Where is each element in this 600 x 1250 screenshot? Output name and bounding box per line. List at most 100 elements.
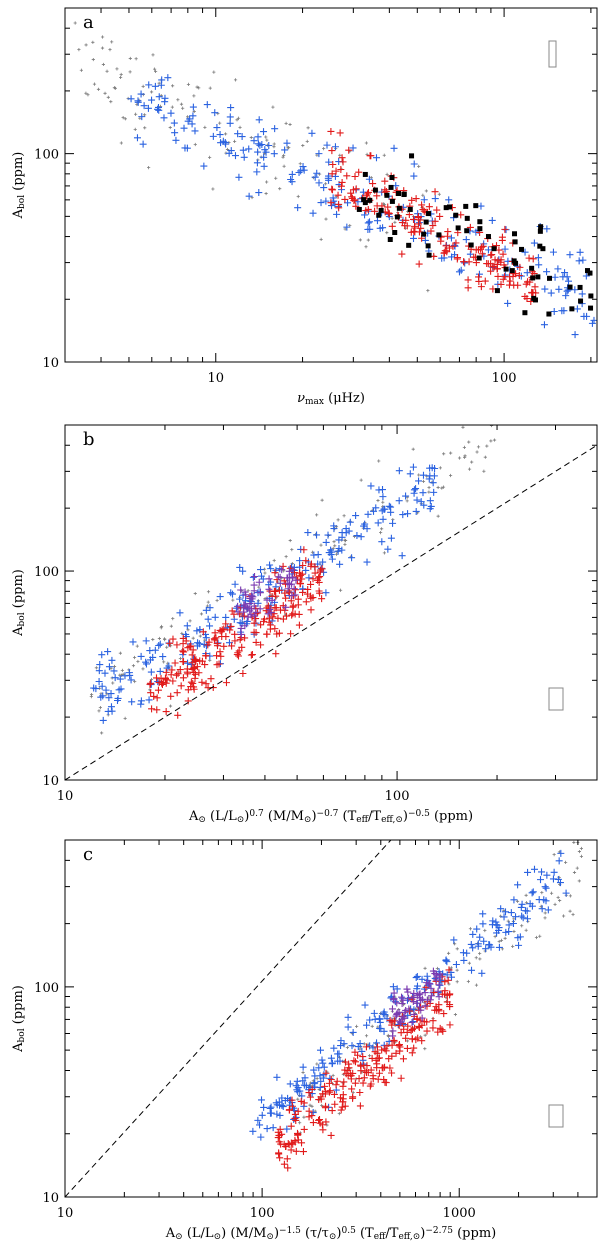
data-point [476,255,482,261]
data-point [482,945,490,953]
data-point [393,1010,401,1018]
data-point [399,511,407,519]
data-point [193,663,201,671]
data-point [436,485,440,490]
data-point [222,140,230,148]
data-point [501,271,509,279]
data-point [275,629,283,637]
data-point [299,588,307,596]
data-point [410,1010,418,1018]
data-point [512,929,516,934]
x-axis-label: A⊙ (L/L⊙)0.7 (M/M⊙)−0.7 (Teff/Teff,⊙)−0.… [188,809,473,825]
data-point [169,677,177,685]
data-point [242,591,250,599]
data-point [154,686,162,694]
data-point [311,569,319,577]
data-point [396,1019,404,1027]
data-point [497,905,505,913]
data-point [484,246,492,254]
data-point [142,658,150,666]
data-point [409,463,417,471]
data-point [472,246,480,254]
data-point [445,196,453,204]
data-point [184,686,192,694]
data-point [309,575,317,583]
data-point [415,260,423,268]
data-point [235,652,243,660]
data-point [316,566,324,574]
data-point [449,451,453,455]
data-point [339,1095,347,1103]
data-point [572,870,577,875]
data-point [588,293,594,299]
data-point [94,666,98,670]
data-point [542,884,550,892]
data-point [380,1027,388,1035]
data-point [420,196,428,204]
data-point [313,531,321,539]
data-point [324,182,328,186]
data-point [244,613,252,621]
data-point [415,1003,423,1011]
data-point [354,1043,362,1051]
data-point [511,258,517,264]
data-point [153,694,161,702]
data-point [417,473,421,477]
data-point [211,636,219,644]
data-point [371,1048,379,1056]
data-point [429,222,437,230]
data-point [404,1022,412,1030]
data-point [477,202,485,210]
data-point [257,585,261,589]
data-point [567,284,573,290]
data-point [242,603,250,611]
data-point [322,1069,330,1077]
data-point [402,492,410,500]
data-point [113,86,117,90]
data-point [425,475,433,483]
data-point [184,697,192,705]
data-point [499,275,507,283]
data-point [320,184,328,192]
data-point [467,467,472,471]
data-point [89,693,94,697]
data-point [262,148,270,156]
data-point [331,143,339,151]
data-point [283,612,291,620]
data-point [430,488,438,496]
data-point [415,477,423,485]
reference-line [65,444,597,780]
data-point [463,203,469,209]
data-point [405,211,413,219]
data-point [462,445,466,449]
data-point [141,667,145,671]
data-point [300,166,308,174]
data-point [265,585,273,593]
data-point [316,573,324,581]
data-point [524,893,528,897]
data-point [216,593,224,601]
data-point [506,277,514,285]
y-tick-label: 100 [34,565,59,580]
data-point [470,253,478,261]
data-point [420,501,428,509]
data-point [208,155,212,159]
data-point [190,668,198,676]
data-point [495,246,503,254]
data-point [238,643,246,651]
data-point [523,269,531,277]
data-point [374,1054,382,1062]
data-point [387,508,395,516]
data-point [91,40,95,44]
data-point [180,124,188,132]
data-point [187,678,195,686]
data-point [334,552,339,556]
data-point [380,527,384,531]
data-point [394,214,400,220]
data-point [400,1025,408,1033]
data-point [555,857,563,865]
data-point [249,135,253,140]
data-point [331,1073,335,1078]
data-point [267,1109,275,1117]
